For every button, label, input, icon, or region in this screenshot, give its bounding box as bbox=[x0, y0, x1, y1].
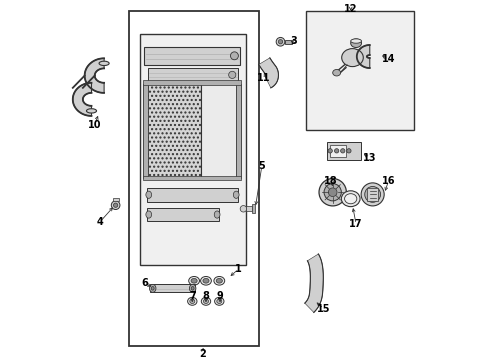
Text: 13: 13 bbox=[362, 153, 375, 163]
Text: 4: 4 bbox=[96, 217, 103, 227]
Circle shape bbox=[276, 37, 284, 46]
Ellipse shape bbox=[332, 69, 340, 76]
Circle shape bbox=[334, 149, 338, 153]
Circle shape bbox=[113, 203, 118, 207]
Bar bbox=[305, 11, 413, 130]
Circle shape bbox=[361, 183, 384, 206]
Ellipse shape bbox=[201, 297, 210, 305]
Bar bbox=[326, 142, 361, 160]
Text: 8: 8 bbox=[202, 291, 209, 301]
Circle shape bbox=[278, 40, 282, 44]
Ellipse shape bbox=[145, 211, 151, 218]
Circle shape bbox=[346, 149, 350, 153]
Ellipse shape bbox=[200, 276, 211, 285]
Polygon shape bbox=[356, 45, 369, 68]
Ellipse shape bbox=[341, 191, 359, 207]
Circle shape bbox=[111, 201, 120, 210]
Polygon shape bbox=[84, 58, 104, 93]
Text: 7: 7 bbox=[188, 291, 195, 301]
Text: 3: 3 bbox=[290, 36, 297, 46]
Ellipse shape bbox=[191, 278, 197, 283]
Text: 18: 18 bbox=[324, 176, 337, 186]
Circle shape bbox=[318, 179, 346, 206]
Ellipse shape bbox=[189, 284, 196, 292]
Bar bbox=[129, 11, 258, 346]
Ellipse shape bbox=[191, 287, 194, 290]
Circle shape bbox=[324, 184, 341, 201]
Text: 2: 2 bbox=[199, 348, 206, 359]
Ellipse shape bbox=[99, 61, 109, 66]
Ellipse shape bbox=[213, 276, 224, 285]
Bar bbox=[201, 84, 237, 178]
Ellipse shape bbox=[216, 278, 222, 283]
Text: 1: 1 bbox=[235, 264, 241, 274]
Text: 17: 17 bbox=[348, 219, 362, 229]
Bar bbox=[142, 80, 240, 85]
Text: 12: 12 bbox=[343, 4, 357, 14]
Bar bbox=[113, 198, 118, 201]
Ellipse shape bbox=[86, 109, 96, 113]
Ellipse shape bbox=[145, 191, 151, 198]
Ellipse shape bbox=[203, 278, 208, 283]
Circle shape bbox=[240, 206, 246, 212]
Bar bbox=[142, 176, 240, 180]
Circle shape bbox=[230, 52, 238, 60]
Bar bbox=[246, 206, 251, 211]
Polygon shape bbox=[73, 83, 91, 116]
Bar bbox=[146, 208, 218, 221]
Bar bbox=[148, 68, 238, 82]
Bar bbox=[140, 34, 246, 265]
Text: 15: 15 bbox=[316, 303, 330, 314]
Bar bbox=[142, 84, 148, 178]
Ellipse shape bbox=[203, 299, 208, 303]
Text: 11: 11 bbox=[256, 73, 270, 84]
Ellipse shape bbox=[216, 299, 222, 303]
Polygon shape bbox=[304, 254, 323, 312]
Ellipse shape bbox=[344, 194, 356, 204]
Ellipse shape bbox=[189, 299, 194, 303]
Circle shape bbox=[327, 149, 332, 153]
Bar bbox=[329, 145, 346, 157]
Ellipse shape bbox=[214, 297, 224, 305]
Bar bbox=[149, 284, 194, 292]
Bar bbox=[144, 47, 239, 65]
Ellipse shape bbox=[233, 191, 239, 198]
Bar bbox=[284, 40, 291, 44]
Bar bbox=[235, 84, 240, 178]
Circle shape bbox=[328, 188, 336, 197]
Text: 6: 6 bbox=[141, 278, 148, 288]
Circle shape bbox=[364, 186, 380, 202]
Ellipse shape bbox=[350, 39, 361, 43]
Polygon shape bbox=[258, 58, 278, 88]
Bar bbox=[366, 188, 378, 201]
Text: 16: 16 bbox=[381, 176, 394, 186]
Ellipse shape bbox=[341, 49, 363, 67]
Bar bbox=[145, 84, 201, 178]
Circle shape bbox=[340, 149, 344, 153]
Ellipse shape bbox=[149, 284, 156, 292]
Bar bbox=[251, 204, 254, 213]
Ellipse shape bbox=[151, 287, 154, 290]
Ellipse shape bbox=[188, 276, 199, 285]
Ellipse shape bbox=[350, 39, 361, 48]
Circle shape bbox=[228, 71, 235, 78]
Bar bbox=[146, 188, 238, 202]
Ellipse shape bbox=[187, 297, 197, 305]
Text: 14: 14 bbox=[381, 54, 394, 64]
Text: 10: 10 bbox=[87, 120, 101, 130]
Ellipse shape bbox=[214, 211, 220, 218]
Text: 5: 5 bbox=[258, 161, 264, 171]
Text: 9: 9 bbox=[216, 291, 223, 301]
